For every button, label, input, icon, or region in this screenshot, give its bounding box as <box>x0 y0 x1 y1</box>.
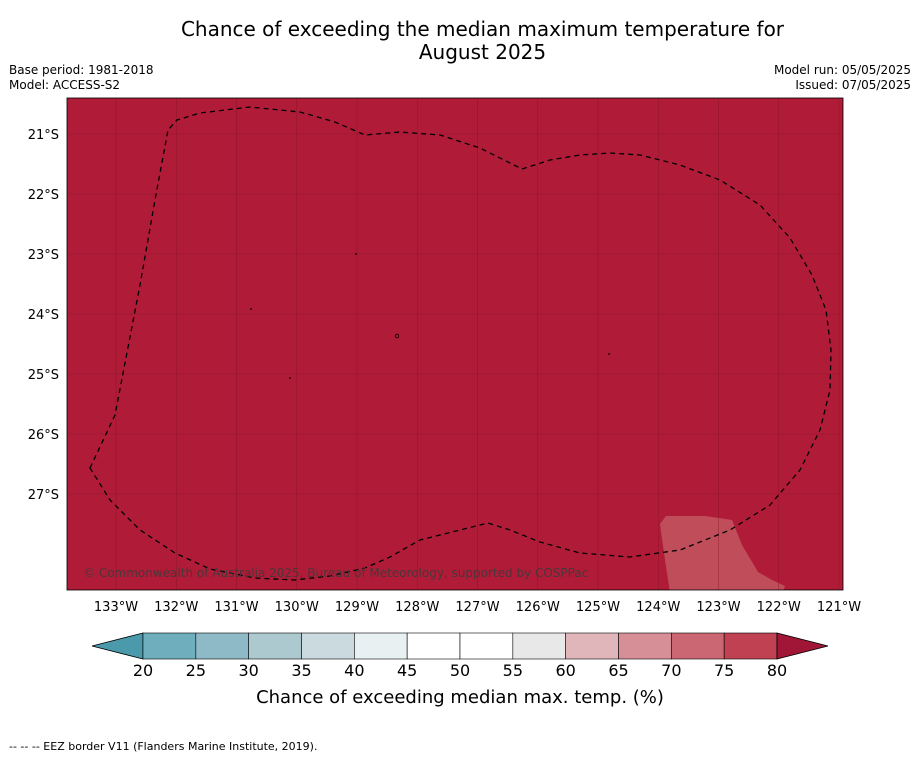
colorbar-over-arrow <box>776 632 829 660</box>
longitude-label: 131°W <box>214 600 258 615</box>
colorbar: 20 25 30 35 40 45 50 55 60 65 70 75 80 Chance of exc… <box>91 632 829 708</box>
eez-border <box>89 106 832 581</box>
colorbar-tick-label: 80 <box>767 661 787 680</box>
island-marker <box>394 333 400 339</box>
latitude-label: 23°S <box>28 248 59 263</box>
colorbar-tick-label: 75 <box>714 661 734 680</box>
latitude-label: 24°S <box>28 308 59 323</box>
colorbar-segment <box>301 632 355 660</box>
copyright-notice: © Commonwealth of Australia 2025, Bureau… <box>83 566 588 580</box>
metadata-left: Base period: 1981-2018 Model: ACCESS-S2 <box>9 63 154 93</box>
colorbar-segment <box>248 632 302 660</box>
metadata-right: Model run: 05/05/2025 Issued: 07/05/2025 <box>774 63 911 93</box>
longitude-label: 127°W <box>455 600 499 615</box>
longitude-label: 133°W <box>94 600 138 615</box>
colorbar-segment <box>565 632 619 660</box>
latitude-label: 21°S <box>28 128 59 143</box>
map-frame <box>66 97 844 591</box>
colorbar-segments <box>142 632 778 660</box>
map-area: © Commonwealth of Australia 2025, Bureau… <box>67 98 843 590</box>
issued-date: Issued: 07/05/2025 <box>795 78 911 92</box>
colorbar-segment <box>618 632 672 660</box>
colorbar-tick-label: 65 <box>608 661 628 680</box>
colorbar-tick-label: 50 <box>450 661 470 680</box>
latitude-labels: 21°S 22°S 23°S 24°S 25°S 26°S 27°S <box>28 128 59 503</box>
title-line-1: Chance of exceeding the median maximum t… <box>180 17 785 41</box>
latitude-label: 27°S <box>28 488 59 503</box>
colorbar-segment <box>406 632 461 660</box>
colorbar-segment <box>354 632 408 660</box>
longitude-label: 128°W <box>395 600 439 615</box>
colorbar-under-arrow <box>91 632 144 660</box>
model-run: Model run: 05/05/2025 <box>773 63 911 77</box>
latitude-label: 22°S <box>28 188 59 203</box>
lower-probability-patch <box>660 516 785 590</box>
probability-field <box>67 98 843 590</box>
longitude-label: 126°W <box>516 600 560 615</box>
longitude-label: 121°W <box>817 600 861 615</box>
colorbar-tick-label: 60 <box>555 661 575 680</box>
colorbar-tick-label: 35 <box>291 661 311 680</box>
colorbar-tick-label: 30 <box>238 661 258 680</box>
colorbar-tick-label: 70 <box>661 661 681 680</box>
island-marker <box>250 308 252 310</box>
longitude-label: 123°W <box>696 600 740 615</box>
longitude-label: 129°W <box>335 600 379 615</box>
longitude-label: 125°W <box>576 600 620 615</box>
base-period: Base period: 1981-2018 <box>9 63 154 77</box>
colorbar-segment <box>671 632 725 660</box>
colorbar-tick-label: 20 <box>133 661 153 680</box>
island-marker <box>608 353 610 355</box>
longitude-labels: 133°W 132°W 131°W 130°W 129°W 128°W 127°W 126°W… <box>94 600 861 615</box>
longitude-label: 132°W <box>154 600 198 615</box>
longitude-label: 124°W <box>636 600 680 615</box>
colorbar-tick-label: 25 <box>186 661 206 680</box>
colorbar-tick-labels: 20 25 30 35 40 45 50 55 60 65 70 75 80 <box>133 661 787 680</box>
latitude-label: 25°S <box>28 368 59 383</box>
colorbar-segment <box>723 632 778 660</box>
longitude-label: 130°W <box>275 600 319 615</box>
colorbar-segment <box>459 632 514 660</box>
colorbar-segment <box>512 632 566 660</box>
colorbar-tick-label: 55 <box>503 661 523 680</box>
latitude-label: 26°S <box>28 428 59 443</box>
colorbar-tick-label: 40 <box>344 661 364 680</box>
island-marker <box>355 253 357 255</box>
colorbar-segment <box>195 632 249 660</box>
graticule <box>67 98 843 590</box>
longitude-label: 122°W <box>757 600 801 615</box>
colorbar-label: Chance of exceeding median max. temp. (%… <box>256 687 664 708</box>
island-marker <box>289 377 291 379</box>
map-title: Chance of exceeding the median maximum t… <box>0 18 919 64</box>
colorbar-tick-label: 45 <box>397 661 417 680</box>
title-line-2: August 2025 <box>418 40 547 64</box>
colorbar-segment <box>142 632 197 660</box>
model-name: Model: ACCESS-S2 <box>9 78 121 92</box>
eez-legend-note: -- -- -- EEZ border V11 (Flanders Marine… <box>9 740 318 753</box>
